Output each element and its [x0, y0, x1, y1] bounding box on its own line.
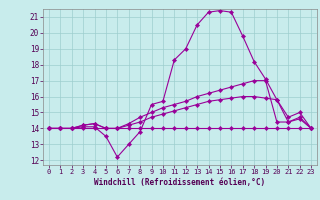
X-axis label: Windchill (Refroidissement éolien,°C): Windchill (Refroidissement éolien,°C): [94, 178, 266, 187]
